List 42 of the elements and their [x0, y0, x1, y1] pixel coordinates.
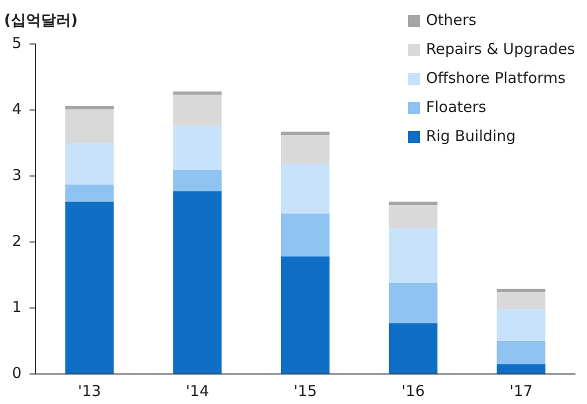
bar [388, 202, 438, 206]
bar [496, 341, 546, 364]
y-tick-label: 3 [12, 166, 22, 184]
bar [388, 228, 438, 283]
bar [65, 202, 114, 374]
x-tick-label: '15 [294, 382, 317, 400]
bar [280, 163, 330, 214]
bar [173, 191, 222, 374]
legend-label: Offshore Platforms [426, 68, 566, 89]
legend-label: Repairs & Upgrades [426, 39, 575, 60]
bar [388, 205, 438, 228]
y-axis-title: (십억달러) [4, 10, 78, 29]
bar [280, 256, 330, 374]
bar [496, 292, 546, 310]
bar [496, 288, 546, 292]
x-tick-label: '16 [402, 382, 425, 400]
legend-label: Floaters [426, 97, 486, 118]
x-tick-label: '13 [78, 382, 102, 400]
y-tick-label: 0 [12, 364, 22, 382]
bar [65, 184, 114, 202]
legend-label: Rig Building [426, 126, 516, 147]
y-tick-label: 4 [12, 100, 22, 118]
x-tick-label: '17 [509, 382, 533, 400]
bar [173, 94, 222, 126]
bar [496, 364, 546, 374]
bar [173, 92, 222, 95]
bar [173, 170, 222, 192]
bar [496, 309, 546, 341]
bar [65, 109, 114, 143]
legend-label: Others [426, 10, 476, 31]
y-tick-label: 1 [12, 298, 22, 316]
bar [173, 126, 222, 170]
bar [280, 135, 330, 164]
bar [65, 106, 114, 110]
x-tick-label: '14 [186, 382, 209, 400]
y-tick-label: 5 [12, 34, 22, 52]
bar [280, 214, 330, 257]
bar [65, 143, 114, 185]
y-tick-label: 2 [12, 232, 22, 250]
bar [280, 132, 330, 136]
bar [388, 282, 438, 324]
bar [388, 323, 438, 374]
